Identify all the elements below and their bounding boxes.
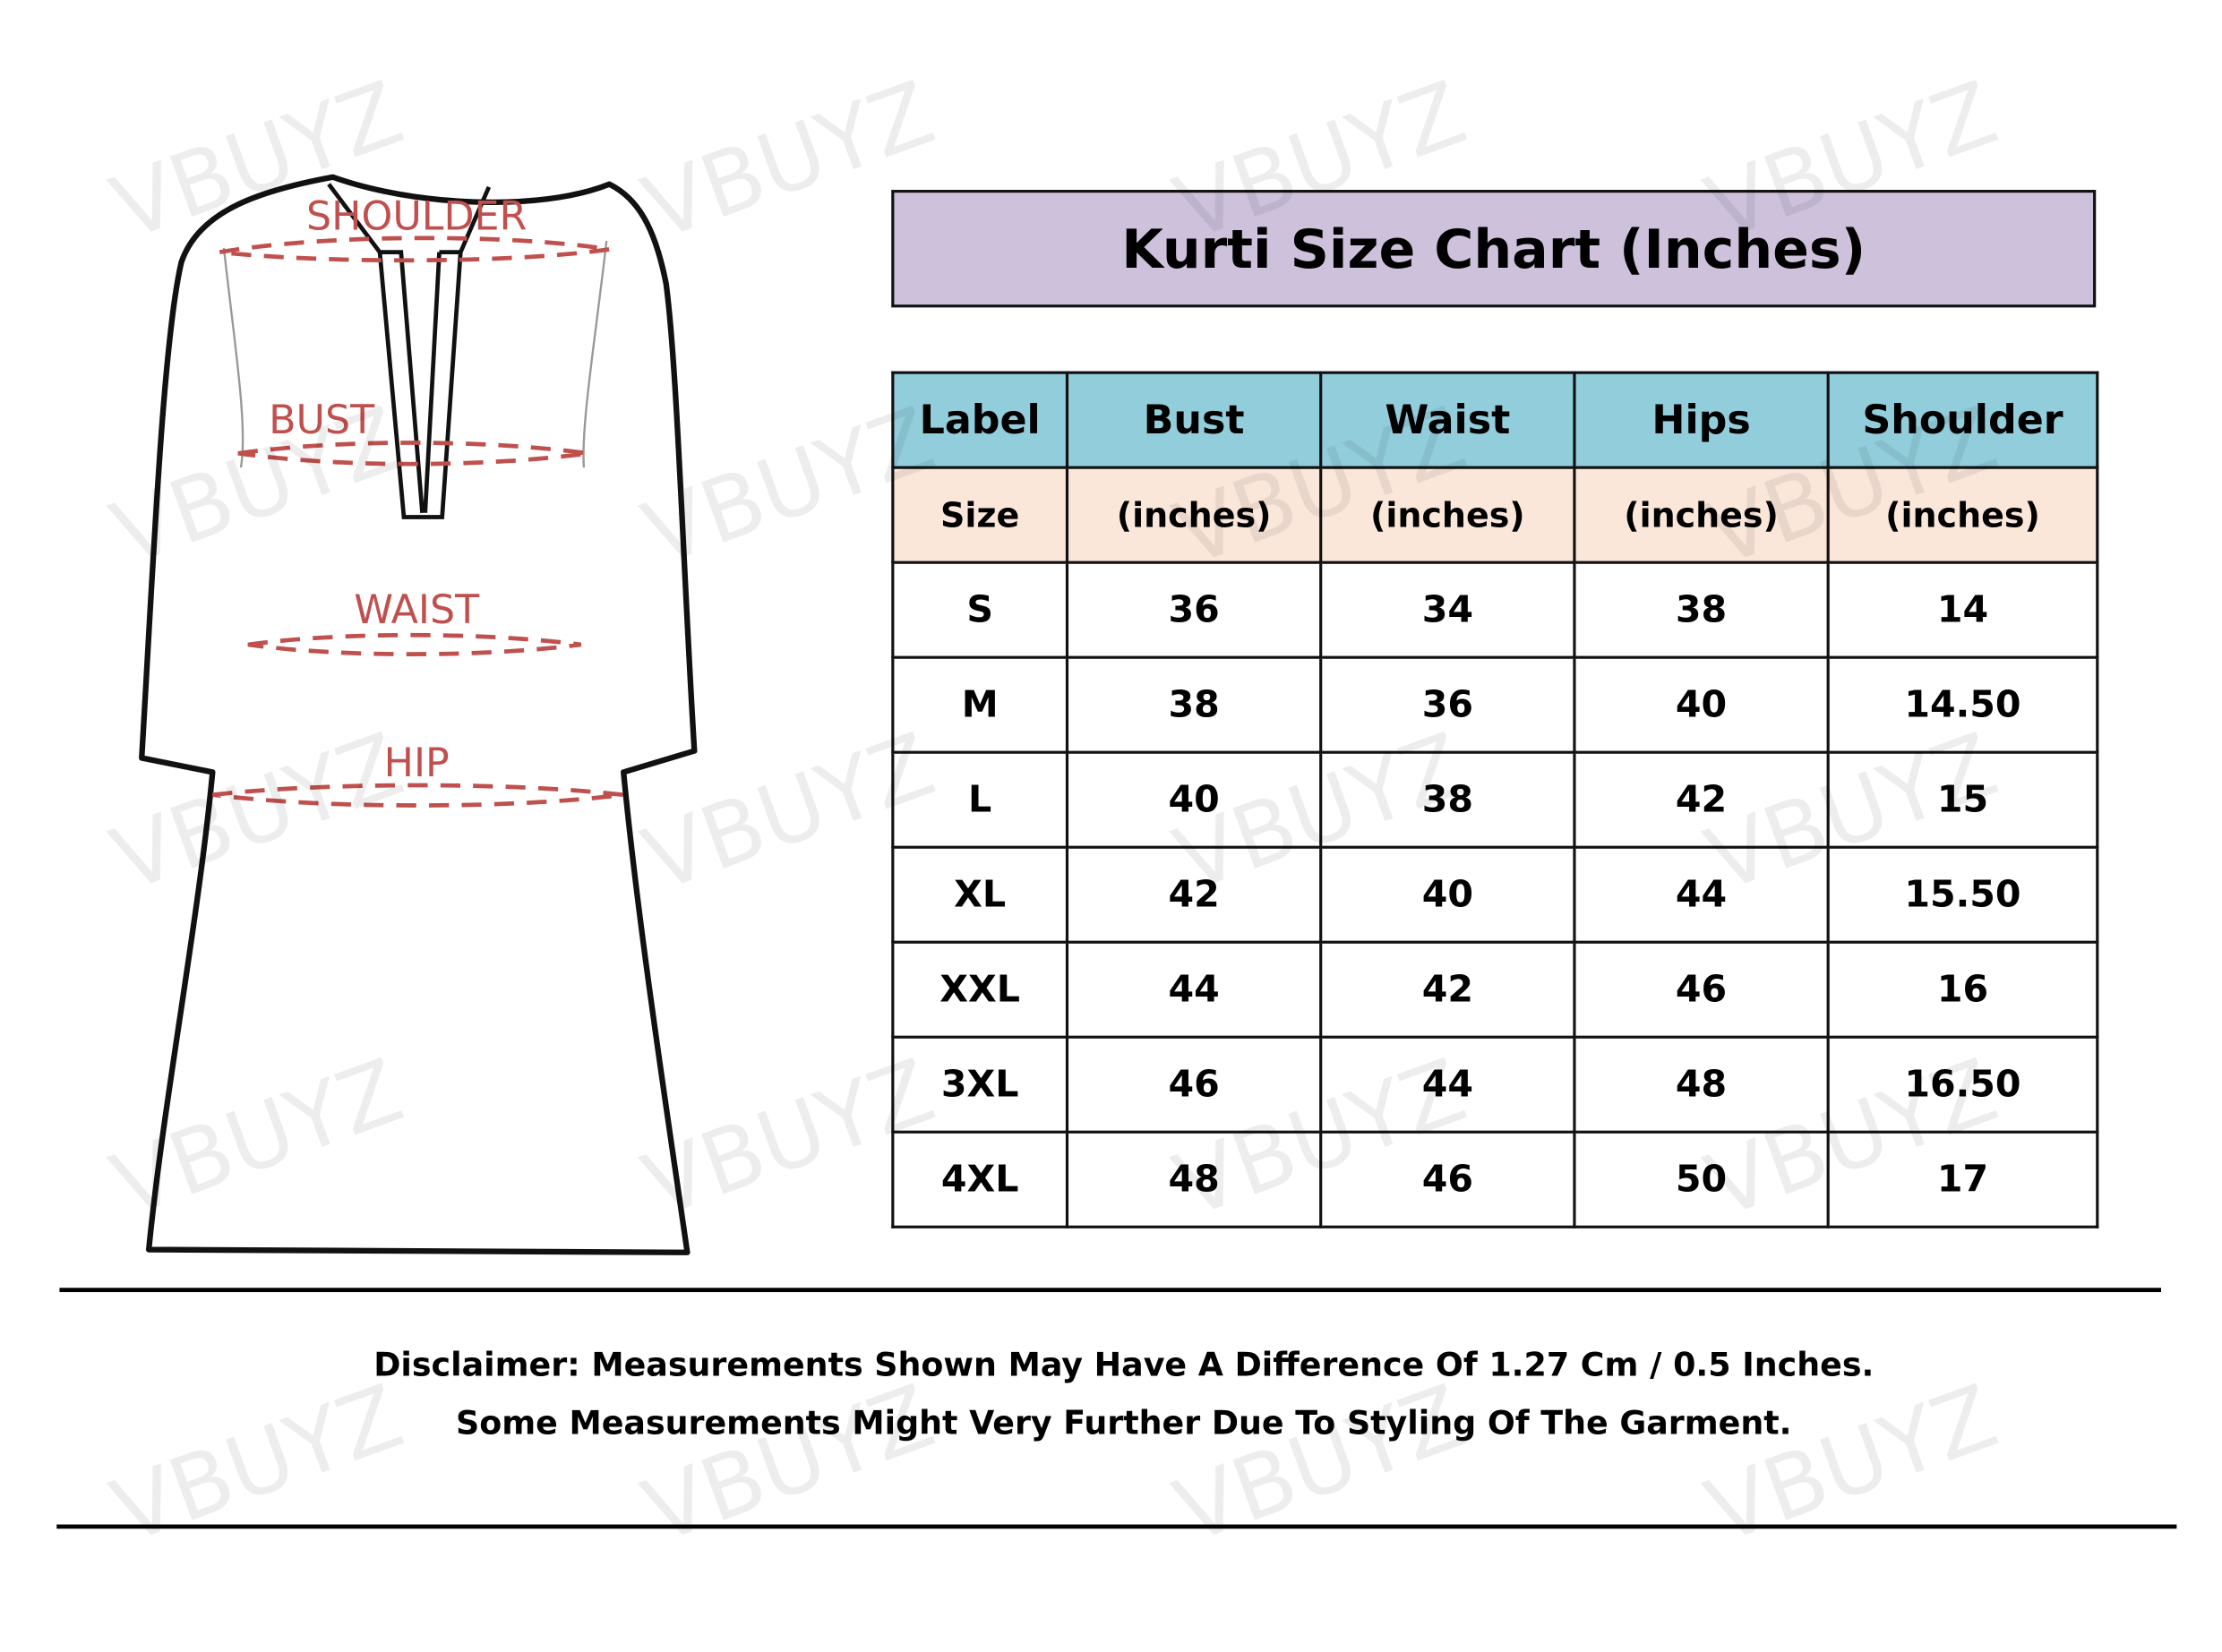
table-cell: 14 — [1826, 561, 2099, 659]
table-cell: 38 — [1319, 750, 1576, 849]
table-cell: 40 — [1573, 655, 1830, 754]
table-row: XXL 44 42 46 16 — [891, 940, 2099, 1039]
table-row: L 40 38 42 15 — [891, 750, 2099, 849]
table-cell: 15 — [1826, 750, 2099, 849]
right-seam — [582, 240, 608, 468]
table-cell: (inches) — [1573, 466, 1830, 564]
table-cell: 42 — [1573, 750, 1830, 849]
bust-label: BUST — [269, 398, 375, 443]
table-cell: 42 — [1065, 845, 1323, 944]
table-cell: Shoulder — [1826, 371, 2099, 469]
table-cell: (inches) — [1065, 466, 1323, 564]
table-cell: 16 — [1826, 940, 2099, 1039]
table-row: XL 42 40 44 15.50 — [891, 845, 2099, 944]
size-table: Label Bust Waist Hips Shoulder Size (inches) (i… — [891, 371, 2099, 1228]
chart-title: Kurti Size Chart (Inches) — [1121, 217, 1866, 280]
table-cell: (inches) — [1319, 466, 1576, 564]
table-cell: 16.50 — [1826, 1035, 2099, 1134]
table-cell: 15.50 — [1826, 845, 2099, 944]
watermark: VBUYZ — [1162, 1364, 1479, 1564]
table-cell: 46 — [1319, 1130, 1576, 1228]
divider-bottom — [56, 1524, 2177, 1529]
left-seam — [222, 247, 245, 468]
table-cell: 38 — [1065, 655, 1323, 754]
table-cell: 50 — [1573, 1130, 1830, 1228]
subheader-row: Size (inches) (inches) (inches) (inches) — [891, 466, 2099, 564]
table-cell: M — [891, 655, 1069, 754]
table-cell: 46 — [1573, 940, 1830, 1039]
table-cell: 48 — [1573, 1035, 1830, 1134]
chart-title-box: Kurti Size Chart (Inches) — [891, 190, 2097, 308]
table-cell: 44 — [1065, 940, 1323, 1039]
watermark: VBUYZ — [631, 1364, 947, 1564]
table-cell: Label — [891, 371, 1069, 469]
table-cell: (inches) — [1826, 466, 2099, 564]
table-cell: 38 — [1573, 561, 1830, 659]
disclaimer-line-1: Disclaimer: Measurements Shown May Have … — [373, 1347, 1875, 1384]
table-cell: 40 — [1065, 750, 1323, 849]
hip-label: HIP — [384, 740, 450, 786]
table-cell: 36 — [1319, 655, 1576, 754]
kurti-outline — [139, 174, 698, 1255]
watermark: VBUYZ — [1693, 1364, 2010, 1564]
table-cell: 14.50 — [1826, 655, 2099, 754]
divider-top — [59, 1288, 2162, 1293]
table-row: M 38 36 40 14.50 — [891, 655, 2099, 754]
table-cell: Hips — [1573, 371, 1830, 469]
kurti-diagram: SHOULDER BUST WAIST HIP — [139, 174, 698, 1255]
table-cell: Size — [891, 466, 1069, 564]
table-cell: S — [891, 561, 1069, 659]
table-row: S 36 34 38 14 — [891, 561, 2099, 659]
table-row: 4XL 48 46 50 17 — [891, 1130, 2099, 1228]
measure-lines — [212, 235, 624, 808]
table-row: 3XL 46 44 48 16.50 — [891, 1035, 2099, 1134]
table-cell: 3XL — [891, 1035, 1069, 1134]
header-row: Label Bust Waist Hips Shoulder — [891, 371, 2099, 469]
table-cell: 48 — [1065, 1130, 1323, 1228]
neck-placket — [327, 183, 492, 519]
table-cell: 40 — [1319, 845, 1576, 944]
table-cell: XXL — [891, 940, 1069, 1039]
disclaimer-line-2: Some Measurements Might Very Further Due… — [456, 1405, 1792, 1442]
shoulder-label: SHOULDER — [306, 193, 527, 239]
table-cell: L — [891, 750, 1069, 849]
table-cell: 36 — [1065, 561, 1323, 659]
waist-label: WAIST — [354, 587, 480, 633]
table-cell: 17 — [1826, 1130, 2099, 1228]
table-cell: 46 — [1065, 1035, 1323, 1134]
table-cell: 44 — [1573, 845, 1830, 944]
table-cell: 44 — [1319, 1035, 1576, 1134]
table-cell: 4XL — [891, 1130, 1069, 1228]
table-cell: 42 — [1319, 940, 1576, 1039]
table-cell: Bust — [1065, 371, 1323, 469]
table-cell: 34 — [1319, 561, 1576, 659]
watermark: VBUYZ — [99, 1364, 416, 1564]
table-cell: Waist — [1319, 371, 1576, 469]
table-cell: XL — [891, 845, 1069, 944]
